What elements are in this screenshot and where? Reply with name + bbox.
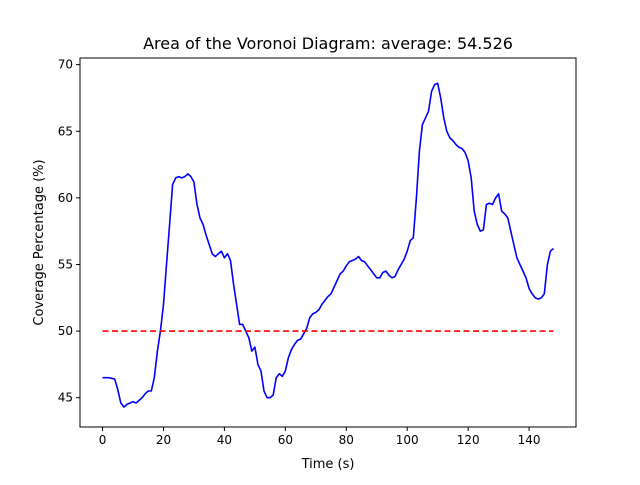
x-tick-label: 80 (339, 433, 354, 447)
x-tick-label: 120 (457, 433, 480, 447)
x-tick-label: 40 (217, 433, 232, 447)
y-tick-label: 60 (58, 191, 73, 205)
y-tick-label: 45 (58, 391, 73, 405)
y-tick-label: 70 (58, 58, 73, 72)
tick-marks: 0 20 40 60 80 100 120 140 45 50 55 60 65 70 (58, 58, 541, 447)
axes-frame (79, 57, 577, 428)
x-tick-label: 20 (156, 433, 171, 447)
y-axis-label: Coverage Percentage (%) (32, 159, 47, 325)
chart-title: Area of the Voronoi Diagram: average: 54… (143, 34, 513, 53)
x-axis-label: Time (s) (301, 457, 355, 472)
x-tick-label: 60 (278, 433, 293, 447)
x-tick-label: 140 (518, 433, 541, 447)
y-tick-label: 55 (58, 257, 73, 271)
y-tick-label: 50 (58, 324, 73, 338)
coverage-series-line (102, 82, 555, 408)
x-tick-label: 100 (396, 433, 419, 447)
x-tick-label: 0 (99, 433, 107, 447)
y-tick-label: 65 (58, 124, 73, 138)
plot-area (102, 82, 555, 408)
